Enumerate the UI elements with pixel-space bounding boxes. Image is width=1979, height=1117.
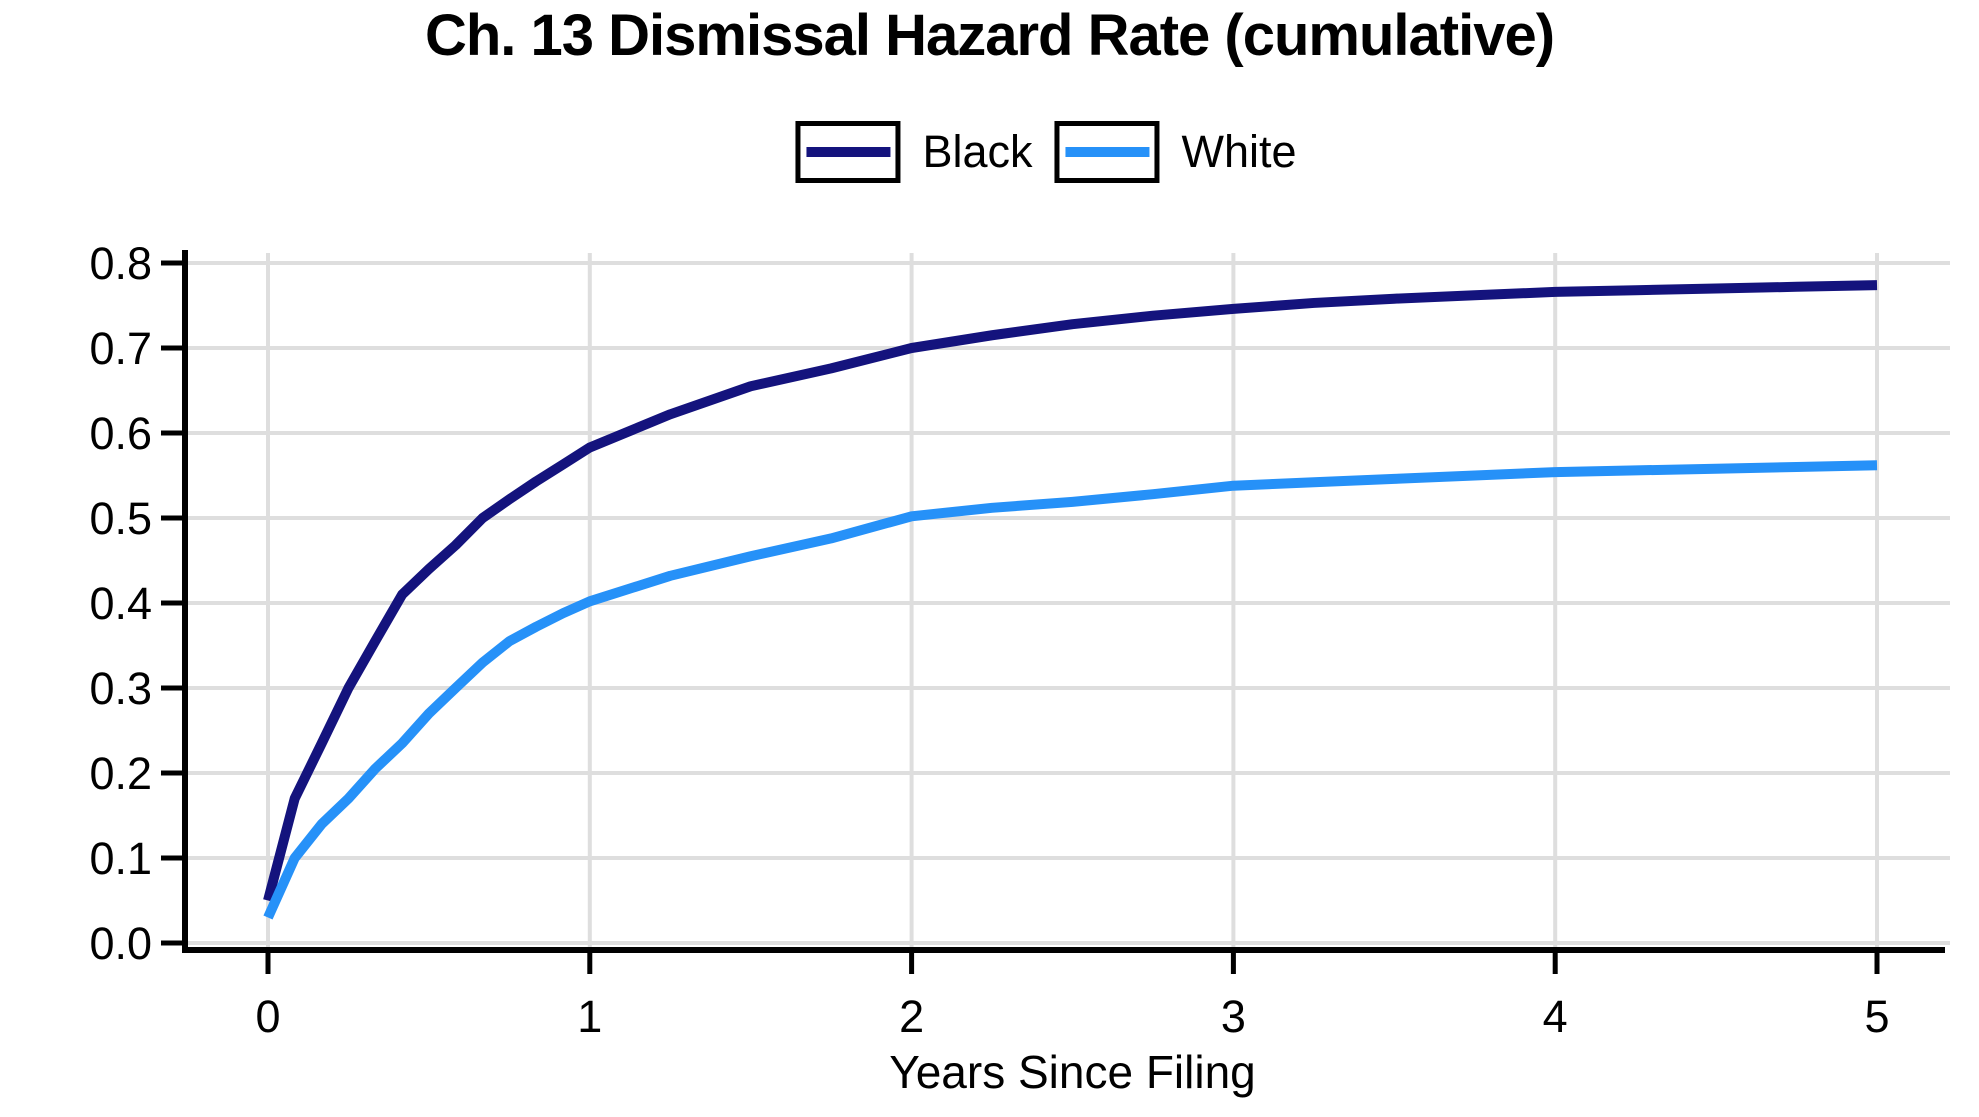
x-tick-label: 4 — [1543, 991, 1568, 1042]
y-tick-label: 0.3 — [89, 663, 152, 714]
y-tick-label: 0.1 — [89, 833, 152, 884]
chart-title: Ch. 13 Dismissal Hazard Rate (cumulative… — [424, 3, 1555, 68]
x-tick-label: 3 — [1221, 991, 1246, 1042]
y-tick-label: 0.6 — [89, 408, 152, 459]
legend-swatch-black-line — [805, 147, 890, 157]
legend-entry-white: White — [1054, 121, 1297, 183]
legend: Black White — [795, 121, 1297, 183]
x-tick-label: 0 — [255, 991, 280, 1042]
legend-key-box — [795, 121, 901, 183]
series-line-white — [263, 460, 1878, 920]
x-tick-label: 2 — [899, 991, 924, 1042]
legend-label-white: White — [1181, 126, 1297, 177]
series-line-black — [263, 280, 1878, 902]
legend-key-box — [1054, 121, 1160, 183]
y-tick-label: 0.7 — [89, 323, 152, 374]
y-tick-label: 0.2 — [89, 748, 152, 799]
legend-entry-black: Black — [795, 121, 1033, 183]
y-tick-label: 0.0 — [89, 918, 152, 969]
legend-swatch-white-line — [1065, 147, 1150, 157]
legend-label-black: Black — [922, 126, 1033, 177]
x-tick-label: 1 — [577, 991, 602, 1042]
x-tick-label: 5 — [1864, 991, 1889, 1042]
y-tick-label: 0.8 — [89, 238, 152, 289]
x-axis-title: Years Since Filing — [889, 1046, 1256, 1098]
y-tick-label: 0.4 — [89, 578, 152, 629]
y-tick-label: 0.5 — [89, 493, 152, 544]
